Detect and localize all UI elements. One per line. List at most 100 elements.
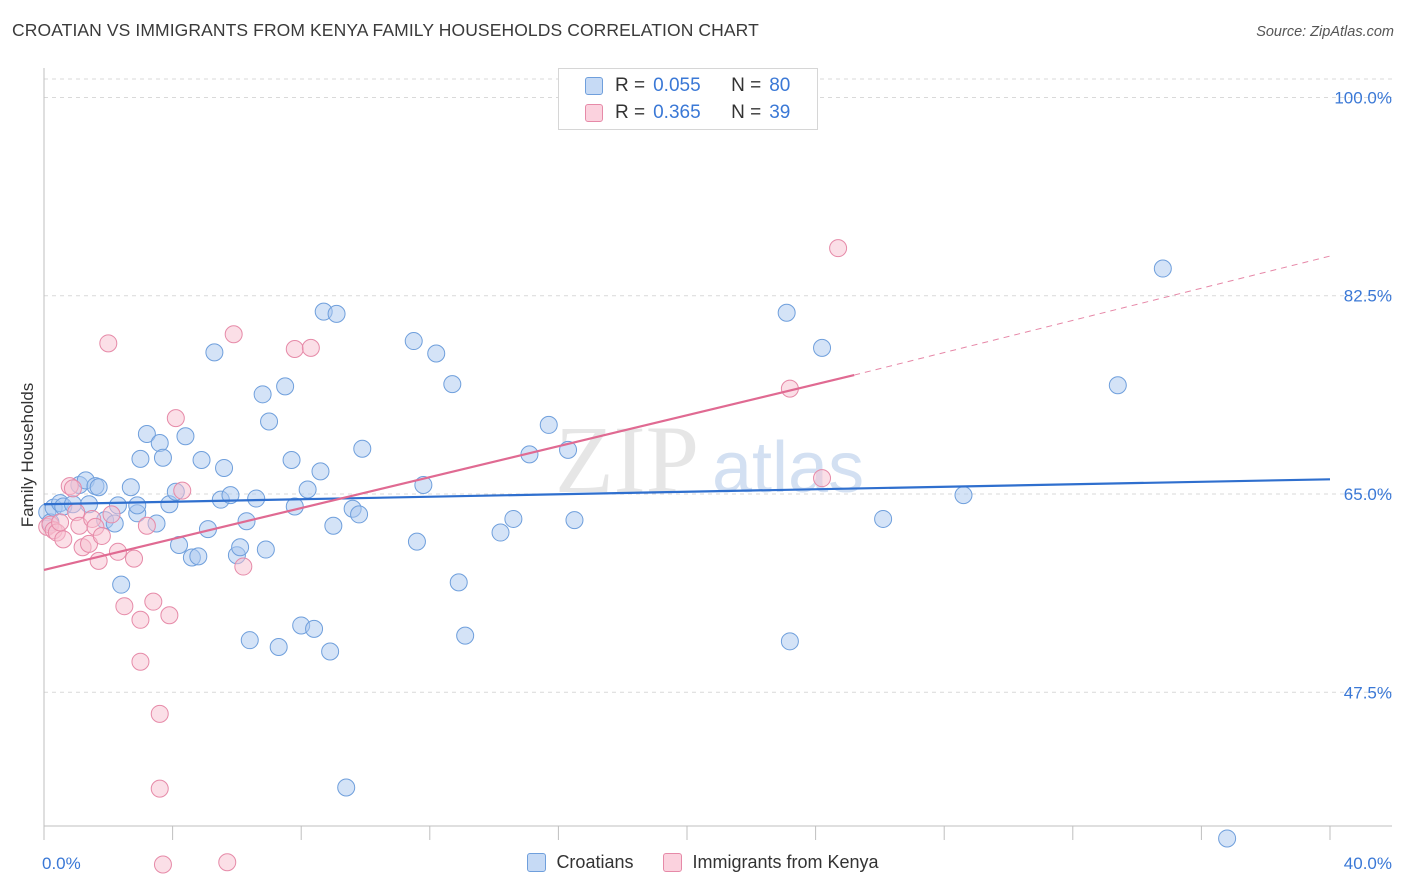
y-tick-label: 82.5% — [1344, 287, 1392, 306]
croatian-point — [777, 303, 796, 322]
correlation-legend: R = 0.055 N = 80 R = 0.365 N = 39 — [558, 68, 818, 130]
legend-r-label: R = — [615, 102, 646, 123]
kenya-trend-line — [43, 373, 855, 572]
legend-item-croatians[interactable]: Croatians — [527, 852, 633, 873]
croatian-point — [153, 448, 172, 467]
kenya-point — [813, 469, 832, 488]
croatian-point — [128, 496, 147, 515]
croatian-point — [150, 434, 169, 453]
kenya-trend-extension — [854, 255, 1331, 376]
watermark: ZIP atlas — [555, 406, 864, 513]
kenya-point — [80, 534, 99, 553]
croatian-point — [276, 377, 295, 396]
croatian-point — [427, 344, 446, 363]
kenya-point — [115, 597, 134, 616]
x-tick-label-max: 40.0% — [1344, 854, 1392, 873]
croatian-point — [321, 642, 340, 661]
y-tick-label: 47.5% — [1344, 683, 1392, 702]
croatian-point — [443, 375, 462, 394]
kenya-point — [131, 610, 150, 629]
trend-layer — [43, 255, 1331, 572]
legend-r-label: R = — [615, 75, 646, 96]
kenya-point — [150, 779, 169, 798]
legend-label-kenya: Immigrants from Kenya — [692, 852, 879, 872]
kenya-point — [144, 592, 163, 611]
croatian-point — [954, 486, 973, 505]
legend-row-kenya: R = 0.365 N = 39 — [585, 101, 790, 125]
croatian-point — [813, 338, 832, 357]
croatian-point — [282, 451, 301, 470]
croatian-point — [221, 486, 240, 505]
kenya-point — [51, 513, 70, 532]
croatian-point — [121, 478, 140, 497]
legend-n-label: N = — [731, 102, 762, 123]
croatian-point — [256, 540, 275, 559]
croatian-point — [269, 637, 288, 656]
legend-row-croatians: R = 0.055 N = 80 — [585, 74, 790, 98]
croatian-point — [112, 575, 131, 594]
kenya-point — [301, 338, 320, 357]
legend-r-value: 0.365 — [653, 102, 701, 123]
croatian-point — [305, 619, 324, 638]
kenya-point — [92, 526, 111, 545]
croatian-point — [456, 626, 475, 645]
kenya-point — [173, 481, 192, 500]
points-layer — [38, 239, 1237, 874]
croatian-point — [874, 509, 893, 528]
croatian-trend-line — [43, 478, 1331, 506]
kenya-point — [54, 530, 73, 549]
kenya-point — [125, 549, 144, 568]
croatian-point — [176, 427, 195, 446]
y-tick-label: 100.0% — [1334, 88, 1392, 107]
croatian-point — [353, 439, 372, 458]
croatian-point — [192, 451, 211, 470]
croatian-point — [449, 573, 468, 592]
x-tick-label-min: 0.0% — [42, 854, 81, 873]
legend-n-value: 39 — [769, 102, 791, 123]
kenya-point — [166, 409, 185, 428]
kenya-point — [99, 334, 118, 353]
legend-swatch-croatians — [527, 853, 547, 872]
croatian-point — [1108, 376, 1127, 395]
croatian-point — [137, 424, 156, 443]
croatian-point — [780, 632, 799, 651]
kenya-point — [285, 339, 304, 358]
croatian-point — [337, 778, 356, 797]
kenya-point — [153, 855, 172, 874]
legend-swatch-kenya — [663, 853, 683, 872]
croatian-point — [404, 332, 423, 351]
croatian-point — [350, 505, 369, 524]
grid-layer — [44, 78, 1392, 693]
y-tick-label: 65.0% — [1344, 485, 1392, 504]
kenya-point — [218, 853, 237, 872]
croatian-point — [89, 478, 108, 497]
croatian-point — [131, 449, 150, 468]
series-legend: Croatians Immigrants from Kenya — [0, 852, 1406, 873]
kenya-point — [829, 239, 848, 258]
croatian-point — [231, 538, 250, 557]
croatian-point — [247, 489, 266, 508]
croatian-point — [205, 343, 224, 362]
legend-n-value: 80 — [769, 75, 791, 96]
kenya-point — [224, 325, 243, 344]
legend-item-kenya[interactable]: Immigrants from Kenya — [663, 852, 879, 873]
croatian-point — [504, 509, 523, 528]
croatian-point — [1218, 829, 1237, 848]
croatian-point — [240, 631, 259, 650]
axis-layer: 47.5% 65.0% 82.5% 100.0% 0.0% 40.0% — [42, 68, 1392, 873]
croatian-point — [565, 511, 584, 530]
kenya-point — [150, 704, 169, 723]
croatian-point — [491, 523, 510, 542]
watermark-zip: ZIP — [555, 406, 699, 513]
legend-r-value: 0.055 — [653, 75, 701, 96]
kenya-point — [160, 606, 179, 625]
source-label: Source: ZipAtlas.com — [1256, 24, 1394, 40]
croatian-point — [539, 415, 558, 434]
kenya-point — [137, 516, 156, 535]
croatian-point — [327, 304, 346, 323]
legend-label-croatians: Croatians — [556, 852, 634, 872]
legend-n-label: N = — [731, 75, 762, 96]
croatian-point — [215, 458, 234, 477]
watermark-atlas: atlas — [712, 428, 864, 508]
